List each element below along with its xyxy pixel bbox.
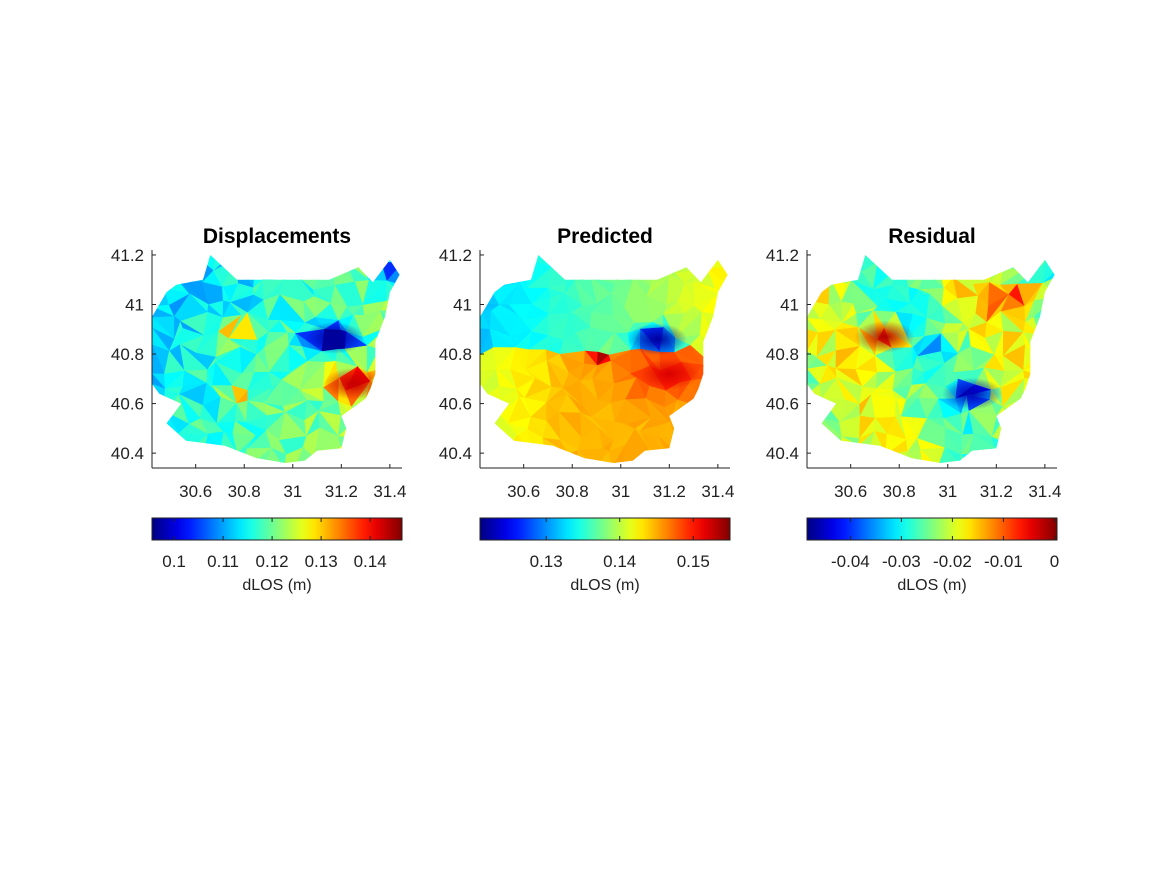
y-tick-label: 40.8 [439,345,472,364]
residual-high [854,320,915,353]
residual-map [807,255,1055,463]
x-tick-label: 31.4 [373,482,406,501]
colorbar-tick-label: 0.13 [530,552,563,571]
subsidence-low [304,321,365,354]
colorbar-label: dLOS (m) [242,577,311,594]
x-tick-label: 30.6 [834,482,867,501]
colorbar-tick-label: 0.14 [603,552,636,571]
y-tick-label: 41 [780,296,799,315]
x-tick-label: 31 [611,482,630,501]
x-tick-label: 30.6 [507,482,540,501]
x-tick-label: 31 [938,482,957,501]
panel-predicted: 30.6 30.8 31 31.2 31.4 41.2 41 40.8 40.6 40.4 Pre… [439,225,735,594]
subsidence-low [627,323,688,356]
y-tick-label: 40.4 [439,444,472,463]
y-tick-label: 40.6 [439,395,472,414]
y-tick-label: 41.2 [111,246,144,265]
y-tick-label: 40.4 [766,444,799,463]
x-tick-label: 31.4 [1028,482,1061,501]
y-tick-label: 41.2 [766,246,799,265]
chart-title: Residual [888,225,976,248]
x-tick-label: 30.8 [883,482,916,501]
colorbar-gradient [806,517,1058,541]
triangle-mesh [480,255,728,463]
x-tick-label: 30.8 [228,482,261,501]
colorbar-tick-label: 0.11 [207,552,239,571]
colorbar: 0.13 0.14 0.15 dLOS (m) [479,517,731,594]
colorbar-tick-label: -0.03 [882,552,921,571]
x-tick-label: 31.2 [653,482,686,501]
y-tick-label: 41 [453,296,472,315]
uplift-high [323,367,384,400]
y-tick-label: 41.2 [439,246,472,265]
triangle-mesh [807,255,1055,463]
colorbar: 0.1 0.11 0.12 0.13 0.14 dLOS (m) [151,517,403,594]
colorbar-tick-label: 0.1 [162,552,186,571]
x-tick-label: 30.6 [179,482,212,501]
x-tick-label: 31.4 [701,482,734,501]
colorbar-gradient [479,517,731,541]
axes: 30.6 30.8 31 31.2 31.4 41.2 41 40.8 40.6 40.4 [439,246,735,501]
x-tick-label: 31.2 [980,482,1013,501]
chart-title: Displacements [203,225,351,248]
x-tick-label: 30.8 [556,482,589,501]
panel-displacements: 30.6 30.8 31 31.2 31.4 41.2 41 40.8 40.6 40.4 Dis… [111,225,407,594]
y-tick-label: 40.8 [766,345,799,364]
axes: 30.6 30.8 31 31.2 31.4 41.2 41 40.8 40.6 40.4 [111,246,407,501]
panel-residual: 30.6 30.8 31 31.2 31.4 41.2 41 40.8 40.6 40.4 Res… [766,225,1062,594]
y-tick-label: 40.6 [111,395,144,414]
colorbar-tick-label: -0.04 [831,552,870,571]
x-tick-label: 31.2 [325,482,358,501]
chart-title: Predicted [557,225,653,248]
colorbar-gradient [151,517,403,541]
y-tick-label: 41 [125,296,144,315]
colorbar-tick-label: 0.15 [677,552,710,571]
colorbar-tick-label: 0 [1050,552,1059,571]
y-tick-label: 40.8 [111,345,144,364]
colorbar-label: dLOS (m) [570,577,639,594]
displacement-map [152,255,400,463]
colorbar-label: dLOS (m) [897,577,966,594]
colorbar-tick-label: 0.12 [256,552,289,571]
y-tick-label: 40.6 [766,395,799,414]
predicted-map [480,255,728,463]
x-tick-label: 31 [283,482,302,501]
y-tick-label: 40.4 [111,444,144,463]
colorbar: -0.04 -0.03 -0.02 -0.01 0 dLOS (m) [806,517,1059,594]
triangle-mesh [152,255,400,463]
axes: 30.6 30.8 31 31.2 31.4 41.2 41 40.8 40.6 40.4 [766,246,1062,501]
colorbar-tick-label: 0.14 [354,552,387,571]
uplift-high [639,357,700,390]
colorbar-tick-label: -0.01 [984,552,1023,571]
residual-low [942,377,1003,410]
colorbar-tick-label: 0.13 [305,552,338,571]
colorbar-tick-label: -0.02 [933,552,972,571]
